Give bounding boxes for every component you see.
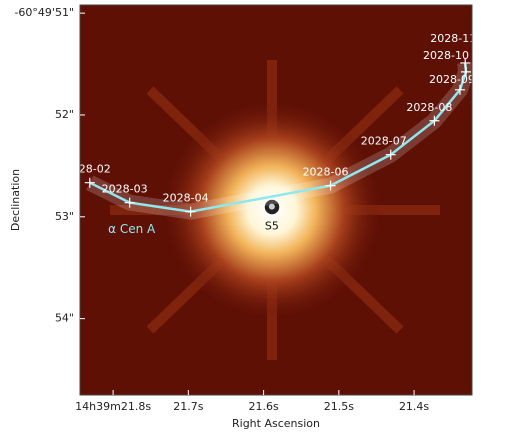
y-tick-label: 54" xyxy=(55,312,74,325)
marker-label: S5 xyxy=(265,220,279,233)
point-label: 2028-10 xyxy=(423,49,469,62)
x-axis-label: Right Ascension xyxy=(232,417,320,430)
marker xyxy=(268,203,275,210)
frame xyxy=(79,4,473,396)
track-point xyxy=(185,206,196,217)
track-point xyxy=(385,149,396,160)
point-label: 2028-04 xyxy=(163,192,209,205)
point-label: 2028-03 xyxy=(102,183,148,196)
y-tick-label: -60°49'51" xyxy=(14,6,74,19)
series-label: α Cen A xyxy=(108,222,156,236)
track-point xyxy=(325,180,336,191)
track-point xyxy=(460,66,471,77)
track-point xyxy=(124,197,135,208)
x-tick-label: 14h39m21.8s xyxy=(75,400,151,413)
point-label: 2028-09 xyxy=(429,73,475,86)
x-tick-label: 21.5s xyxy=(324,400,354,413)
track-point xyxy=(84,177,95,188)
x-tick-label: 21.7s xyxy=(173,400,203,413)
track-point xyxy=(460,57,471,68)
point-label: 2028-11 xyxy=(430,32,476,45)
y-axis-label: Declination xyxy=(9,169,22,231)
point-label: 2028-07 xyxy=(361,135,407,148)
track-point xyxy=(429,115,440,126)
y-tick-label: 52" xyxy=(55,108,74,121)
point-label: 2028-06 xyxy=(303,166,349,179)
y-tick-label: 53" xyxy=(55,210,74,223)
point-label: 2028-08 xyxy=(406,101,452,114)
x-tick-label: 21.6s xyxy=(248,400,278,413)
x-tick-label: 21.4s xyxy=(399,400,429,413)
track-point xyxy=(454,84,465,95)
point-label: 2028-02 xyxy=(65,163,111,176)
image xyxy=(80,5,472,395)
